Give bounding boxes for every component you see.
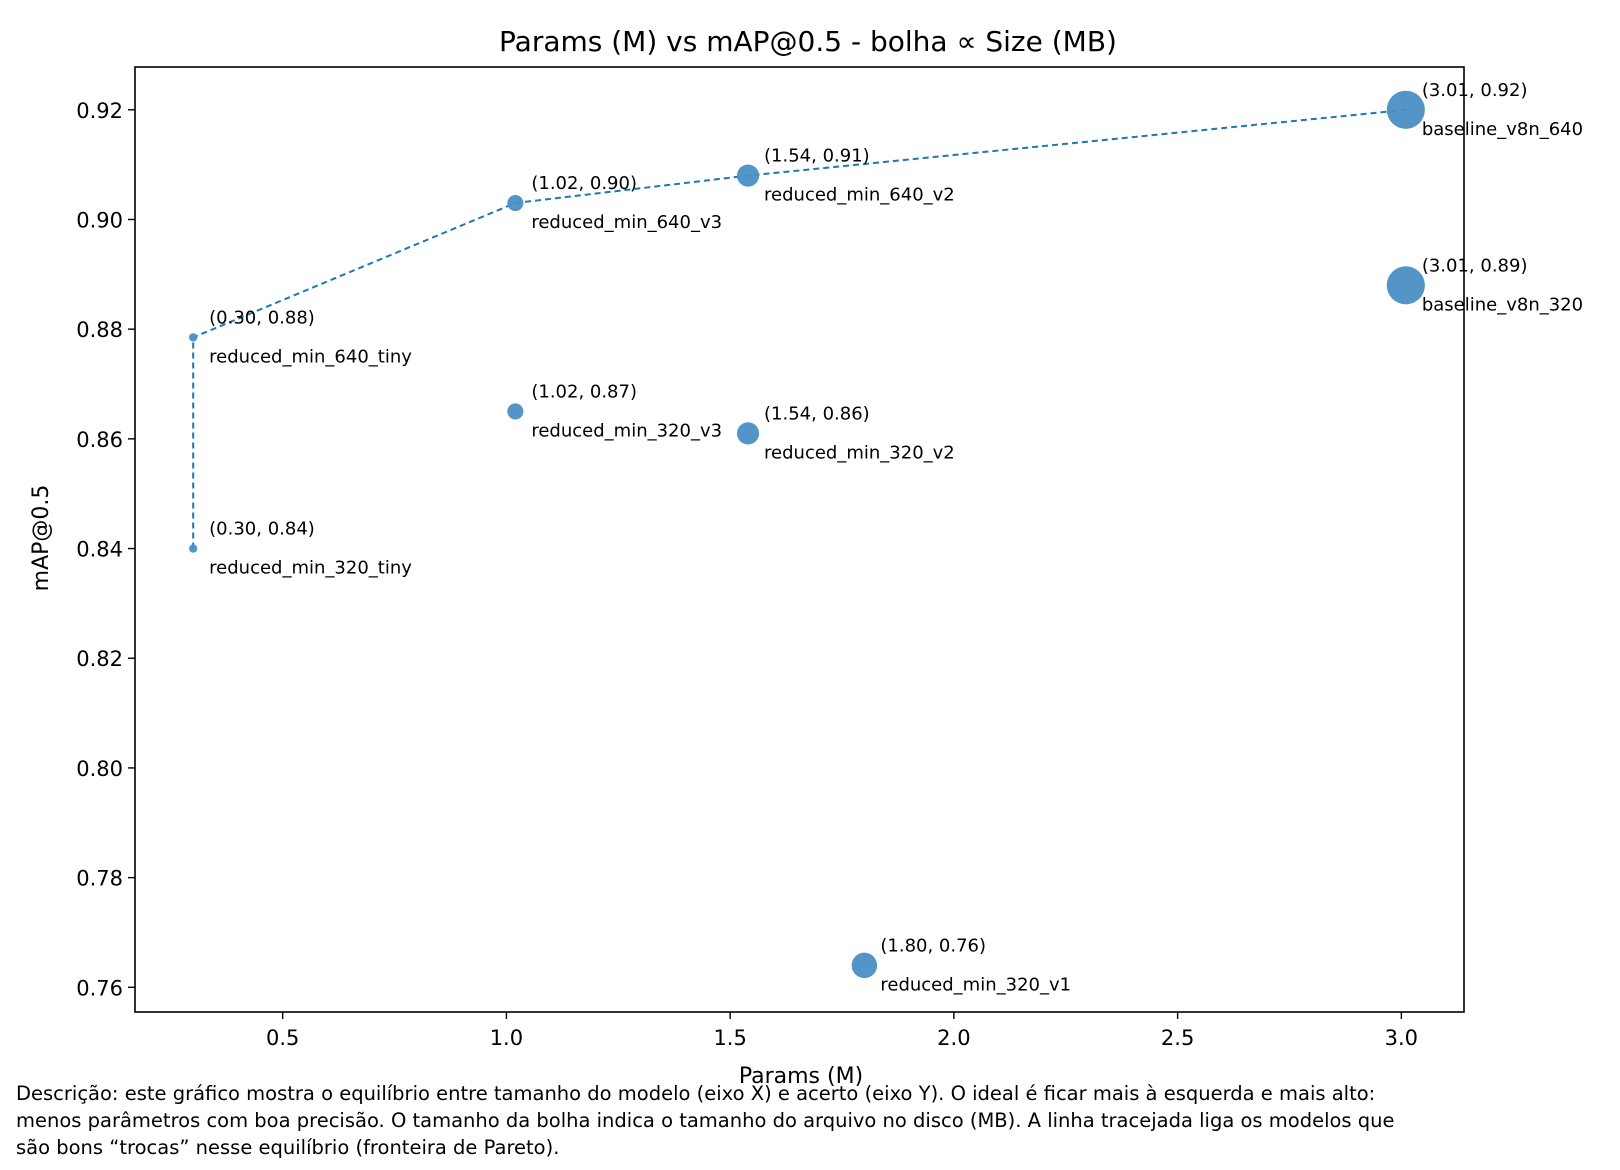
y-tick-label: 0.92 [76,99,123,123]
bubble-point [188,333,198,342]
point-coord-label: (1.80, 0.76) [880,935,986,956]
point-coord-label: (0.30, 0.88) [209,307,315,328]
point-name-label: reduced_min_320_v2 [764,442,955,463]
y-tick-label: 0.80 [76,757,123,781]
x-tick-label: 1.0 [490,1026,523,1050]
point-coord-label: (1.54, 0.91) [764,146,870,167]
y-tick-label: 0.78 [76,867,123,891]
bubble-point [736,422,760,445]
bubble-point [1386,266,1425,305]
point-name-label: baseline_v8n_640 [1422,119,1583,140]
point-name-label: reduced_min_640_v2 [764,185,955,206]
y-tick-label: 0.86 [76,428,123,452]
y-tick-label: 0.88 [76,318,123,342]
point-name-label: reduced_min_640_v3 [531,212,722,233]
point-coord-label: (1.02, 0.87) [531,381,637,402]
pareto-line [192,108,1406,549]
point-coord-label: (0.30, 0.84) [209,519,315,540]
x-tick-label: 1.5 [713,1026,746,1050]
point-name-label: reduced_min_320_tiny [209,558,412,579]
point-coord-label: (3.01, 0.89) [1422,255,1528,276]
plot-layer: 0.5 1.0 1.5 2.0 2.5 3.0 0.76 0.78 0.80 0.82 0.84 0.… [76,66,1583,1050]
y-tick-label: 0.82 [76,647,123,671]
point-coord-label: (1.02, 0.90) [531,173,637,194]
chart-description: Descrição: este gráfico mostra o equilíb… [16,1082,1395,1159]
x-tick-label: 3.0 [1385,1026,1418,1050]
bubble-point [1386,90,1425,129]
point-name-label: reduced_min_320_v1 [880,974,1071,995]
bubble-point [188,544,198,553]
x-tick-label: 0.5 [266,1026,299,1050]
bubble-point [507,403,524,420]
x-tick-label: 2.0 [937,1026,970,1050]
point-name-label: baseline_v8n_320 [1422,294,1583,315]
point-name-label: reduced_min_640_tiny [209,346,412,367]
point-coord-label: (1.54, 0.86) [764,403,870,424]
point-name-label: reduced_min_320_v3 [531,420,722,441]
x-tick-label: 2.5 [1161,1026,1194,1050]
point-coord-label: (3.01, 0.92) [1422,80,1528,101]
chart-title: Params (M) vs mAP@0.5 - bolha ∝ Size (MB… [499,25,1117,58]
y-tick-label: 0.90 [76,208,123,232]
bubble-point [851,952,878,979]
plot-frame [134,66,1465,1013]
y-tick-label: 0.84 [76,538,123,562]
bubble-point [507,194,524,212]
x-axis-label: Params (M) [739,1064,863,1089]
y-axis-label: mAP@0.5 [29,485,54,592]
bubble-point [736,164,760,187]
y-tick-label: 0.76 [76,976,123,1000]
